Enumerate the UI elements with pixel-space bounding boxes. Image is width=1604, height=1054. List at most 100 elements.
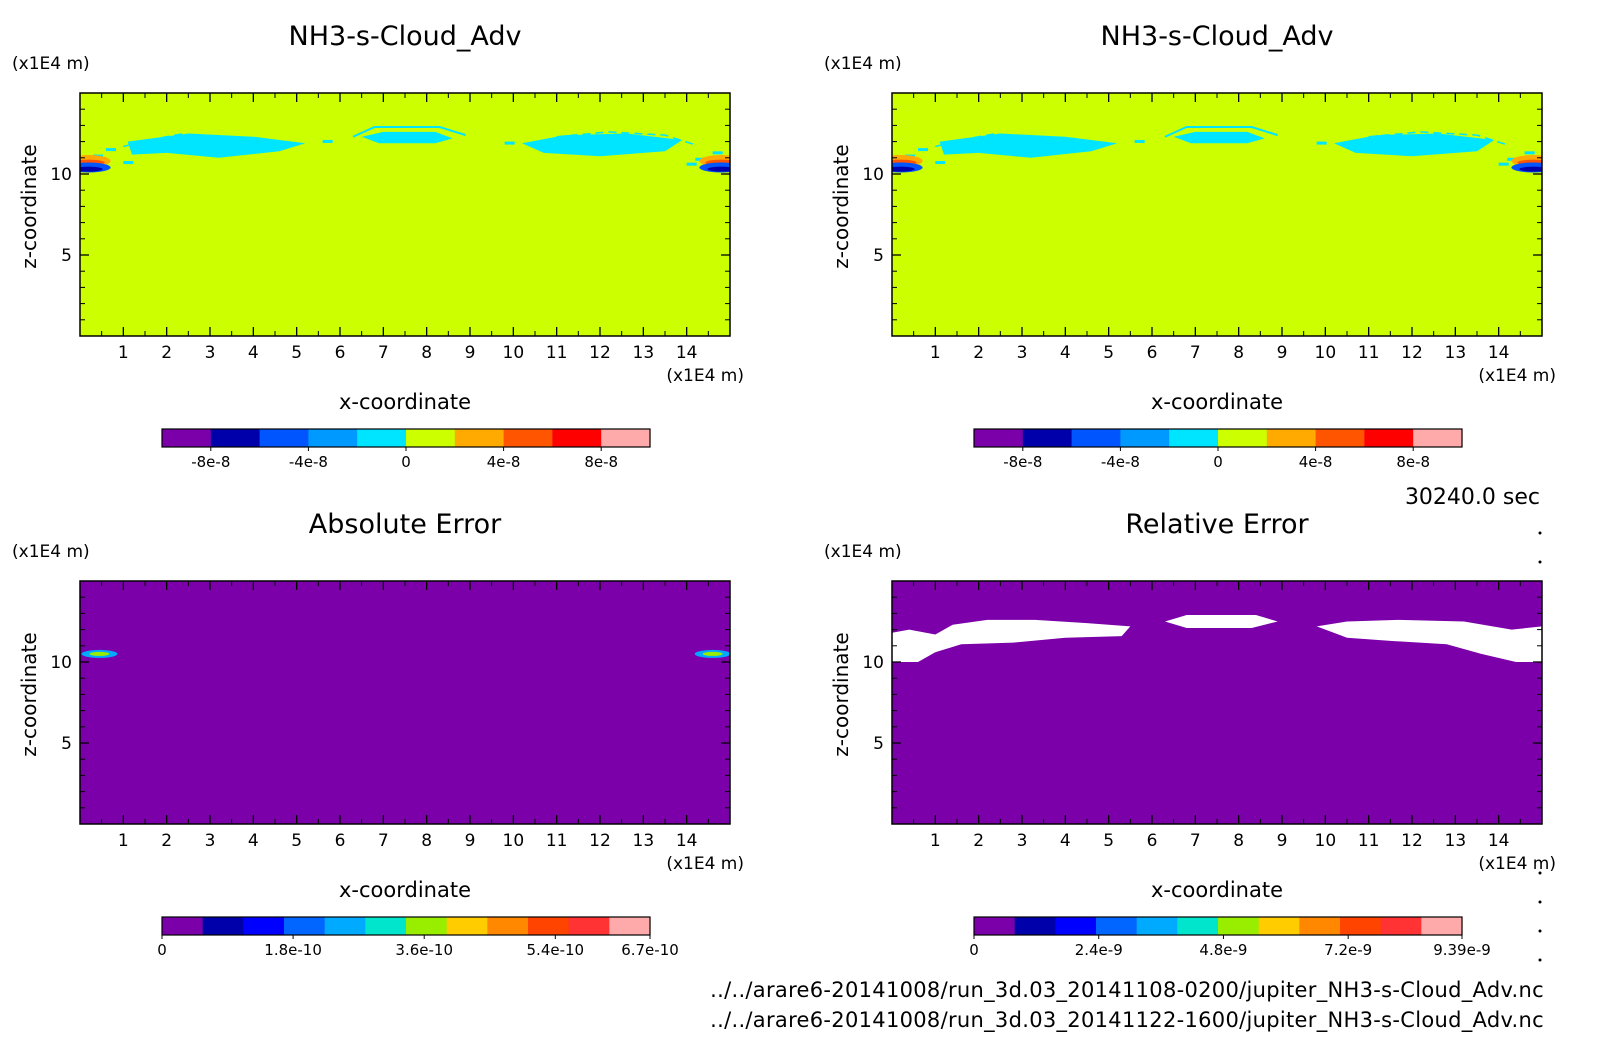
x-unit-label: (x1E4 m) [666, 366, 744, 386]
contour-field [80, 93, 730, 336]
colorbar-tick-label: -4e-8 [1101, 453, 1140, 471]
x-tick-label: 4 [1060, 831, 1071, 851]
x-tick-label: 5 [1103, 831, 1114, 851]
cloud-contour [352, 126, 466, 138]
colorbar-frame [973, 916, 1463, 936]
colorbar-tick-label: 0 [969, 941, 979, 959]
colorbar-swatch [1380, 917, 1422, 935]
x-tick-label: 8 [421, 831, 432, 851]
colorbar: -8e-8 -4e-8 0 4e-8 8e-8 [973, 428, 1463, 471]
colorbar-swatch [1258, 917, 1300, 935]
cloud-blob [1173, 131, 1265, 144]
colorbar-swatch [974, 429, 1024, 447]
x-tick-label: 6 [335, 831, 346, 851]
error-spot [89, 651, 110, 656]
colorbar-swatch [1169, 429, 1219, 447]
footer-file-2: ../../arare6-20141008/run_3d.03_20141122… [710, 1008, 1544, 1032]
y-unit-label: (x1E4 m) [824, 54, 902, 74]
x-axis-label: x-coordinate [1151, 390, 1283, 414]
undefined-region [1165, 615, 1278, 628]
chart-title: NH3-s-Cloud_Adv [289, 21, 522, 52]
colorbar-swatch [446, 917, 488, 935]
field-background [80, 93, 730, 336]
x-tick-label: 2 [161, 343, 172, 363]
x-tick-label: 1 [930, 343, 941, 363]
colorbar-tick-label: 2.4e-9 [1075, 941, 1123, 959]
x-tick-label: 11 [1358, 831, 1380, 851]
x-tick-label: 9 [465, 343, 476, 363]
y-tick-label: 10 [862, 653, 884, 673]
colorbar-swatch [162, 917, 204, 935]
error-spot [702, 651, 723, 656]
colorbar-tick-label: -8e-8 [191, 453, 230, 471]
x-axis-label: x-coordinate [339, 878, 471, 902]
colorbar-swatch [552, 429, 602, 447]
cloud-contour [1164, 126, 1278, 138]
colorbar-tick-label: -8e-8 [1003, 453, 1042, 471]
boundary-dipole [1519, 166, 1542, 172]
x-unit-label: (x1E4 m) [1478, 854, 1556, 874]
x-tick-label: 9 [1277, 343, 1288, 363]
x-tick-label: 12 [589, 343, 611, 363]
colorbar-tick-label: 1.8e-10 [264, 941, 322, 959]
cloud-speckle [1524, 151, 1535, 155]
x-tick-label: 8 [1233, 343, 1244, 363]
x-tick-label: 14 [1488, 343, 1510, 363]
cloud-blob [361, 131, 453, 144]
x-tick-label: 11 [1358, 343, 1380, 363]
x-tick-label: 14 [676, 831, 698, 851]
colorbar-tick-label: 4e-8 [1299, 453, 1333, 471]
colorbar-tick-label: 3.6e-10 [395, 941, 453, 959]
cloud-speckle [712, 151, 723, 155]
x-tick-label: 9 [465, 831, 476, 851]
x-tick-label: 6 [335, 343, 346, 363]
field-background [892, 93, 1542, 336]
x-tick-label: 8 [421, 343, 432, 363]
contour-field [892, 581, 1542, 824]
colorbar-swatch [1421, 917, 1463, 935]
x-tick-label: 10 [1315, 343, 1337, 363]
colorbar-tick-label: -4e-8 [289, 453, 328, 471]
colorbar-swatch [1364, 429, 1414, 447]
boundary-dipole [80, 166, 103, 172]
chart-title: NH3-s-Cloud_Adv [1101, 21, 1334, 52]
cloud-blob [522, 133, 683, 157]
colorbar-tick-label: 4.8e-9 [1199, 941, 1247, 959]
x-tick-label: 3 [205, 831, 216, 851]
cloud-speckle [504, 141, 515, 145]
cloud-speckle [686, 162, 697, 166]
x-tick-label: 13 [1445, 831, 1467, 851]
x-tick-label: 1 [118, 343, 129, 363]
cloud-speckle [935, 161, 946, 165]
cloud-contour [123, 132, 185, 148]
cloud-blob [127, 133, 306, 158]
colorbar-tick-label: 6.7e-10 [621, 941, 679, 959]
cloud-speckle [1134, 139, 1145, 143]
x-tick-label: 7 [1190, 831, 1201, 851]
y-tick-label: 5 [873, 246, 884, 266]
colorbar-swatch [324, 917, 366, 935]
colorbar-swatch [210, 429, 261, 447]
cloud-speckle [123, 161, 134, 165]
cloud-contour [556, 131, 696, 146]
colorbar-swatch [243, 917, 285, 935]
y-axis-label: z-coordinate [17, 632, 41, 756]
colorbar-swatch [1218, 429, 1268, 447]
chart-title: Absolute Error [309, 509, 502, 540]
colorbar-swatch [974, 917, 1016, 935]
colorbar-tick-label: 8e-8 [1396, 453, 1430, 471]
colorbar-tick-label: 8e-8 [584, 453, 618, 471]
cloud-blob [1334, 133, 1495, 157]
x-tick-label: 13 [633, 831, 655, 851]
undefined-region [892, 619, 1131, 662]
colorbar-swatch [259, 429, 309, 447]
x-axis-label: x-coordinate [339, 390, 471, 414]
colorbar-swatch [1218, 917, 1260, 935]
x-tick-label: 2 [973, 343, 984, 363]
right-edge-dots [1538, 531, 1542, 962]
colorbar-swatch [1266, 429, 1317, 447]
